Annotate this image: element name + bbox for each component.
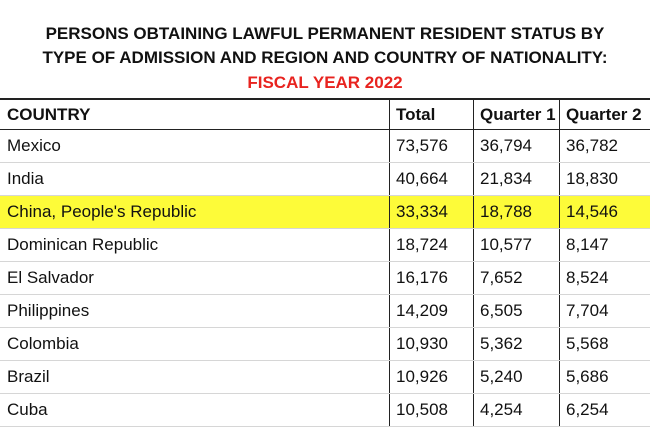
total-cell[interactable]: 33,334 <box>389 196 473 228</box>
column-header-total[interactable]: Total <box>389 100 473 129</box>
column-header-country[interactable]: COUNTRY <box>7 104 91 124</box>
country-cell[interactable]: Mexico <box>7 136 61 155</box>
fiscal-year-label: FISCAL YEAR 2022 <box>247 73 403 92</box>
total-cell[interactable]: 14,209 <box>389 295 473 327</box>
country-cell[interactable]: India <box>7 169 44 188</box>
quarter-2-cell[interactable]: 18,830 <box>559 163 650 195</box>
table-row[interactable]: El Salvador 16,176 7,652 8,524 <box>0 262 650 295</box>
table-row[interactable]: Philippines 14,209 6,505 7,704 <box>0 295 650 328</box>
quarter-1-cell[interactable]: 4,254 <box>473 394 559 426</box>
table-row[interactable]: Dominican Republic 18,724 10,577 8,147 <box>0 229 650 262</box>
total-cell[interactable]: 10,930 <box>389 328 473 360</box>
total-cell[interactable]: 40,664 <box>389 163 473 195</box>
table-row[interactable]: Mexico 73,576 36,794 36,782 <box>0 130 650 163</box>
quarter-1-cell[interactable]: 36,794 <box>473 130 559 162</box>
total-cell[interactable]: 16,176 <box>389 262 473 294</box>
quarter-2-cell[interactable]: 8,524 <box>559 262 650 294</box>
country-cell[interactable]: Dominican Republic <box>7 235 159 254</box>
quarter-1-cell[interactable]: 10,577 <box>473 229 559 261</box>
table-header-row: COUNTRY Total Quarter 1 Quarter 2 <box>0 98 650 130</box>
quarter-2-cell[interactable]: 5,568 <box>559 328 650 360</box>
quarter-2-cell[interactable]: 14,546 <box>559 196 650 228</box>
title-line-2: TYPE OF ADMISSION AND REGION AND COUNTRY… <box>42 48 608 67</box>
total-cell[interactable]: 10,508 <box>389 394 473 426</box>
quarter-1-cell[interactable]: 6,505 <box>473 295 559 327</box>
report-title: PERSONS OBTAINING LAWFUL PERMANENT RESID… <box>0 0 650 100</box>
table-row[interactable]: Colombia 10,930 5,362 5,568 <box>0 328 650 361</box>
quarter-1-cell[interactable]: 5,240 <box>473 361 559 393</box>
quarter-1-cell[interactable]: 7,652 <box>473 262 559 294</box>
total-cell[interactable]: 18,724 <box>389 229 473 261</box>
quarter-1-cell[interactable]: 21,834 <box>473 163 559 195</box>
total-cell[interactable]: 10,926 <box>389 361 473 393</box>
country-cell[interactable]: China, People's Republic <box>7 202 197 221</box>
country-cell[interactable]: Cuba <box>7 400 48 419</box>
table-row[interactable]: Brazil 10,926 5,240 5,686 <box>0 361 650 394</box>
country-cell[interactable]: Brazil <box>7 367 50 386</box>
quarter-1-cell[interactable]: 18,788 <box>473 196 559 228</box>
country-cell[interactable]: Philippines <box>7 301 90 320</box>
total-cell[interactable]: 73,576 <box>389 130 473 162</box>
quarter-2-cell[interactable]: 7,704 <box>559 295 650 327</box>
quarter-2-cell[interactable]: 6,254 <box>559 394 650 426</box>
column-header-quarter-1[interactable]: Quarter 1 <box>473 100 559 129</box>
quarter-2-cell[interactable]: 36,782 <box>559 130 650 162</box>
title-line-1: PERSONS OBTAINING LAWFUL PERMANENT RESID… <box>45 24 605 43</box>
table-row[interactable]: Cuba 10,508 4,254 6,254 <box>0 394 650 427</box>
quarter-2-cell[interactable]: 5,686 <box>559 361 650 393</box>
quarter-2-cell[interactable]: 8,147 <box>559 229 650 261</box>
lpr-table: COUNTRY Total Quarter 1 Quarter 2 Mexico… <box>0 98 650 427</box>
country-cell[interactable]: Colombia <box>7 334 79 353</box>
table-row[interactable]: India 40,664 21,834 18,830 <box>0 163 650 196</box>
table-row-highlighted[interactable]: China, People's Republic 33,334 18,788 1… <box>0 196 650 229</box>
column-header-quarter-2[interactable]: Quarter 2 <box>559 100 650 129</box>
country-cell[interactable]: El Salvador <box>7 268 94 287</box>
quarter-1-cell[interactable]: 5,362 <box>473 328 559 360</box>
